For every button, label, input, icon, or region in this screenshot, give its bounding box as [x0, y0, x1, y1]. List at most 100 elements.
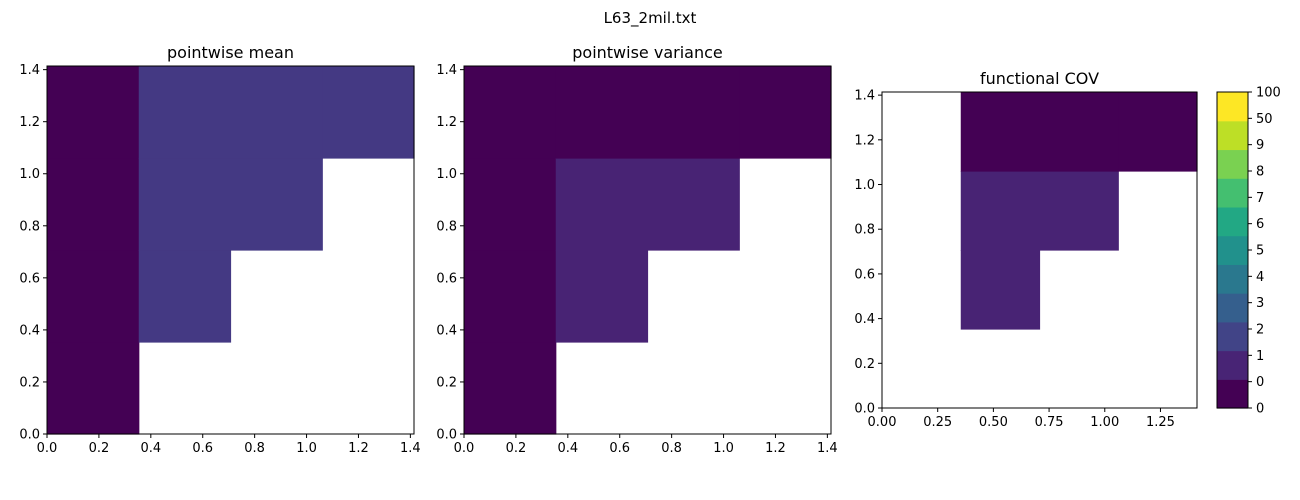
colorbar-segment: [1217, 235, 1248, 265]
heatmap-cell: [960, 171, 1041, 251]
x-tick-label: 1.0: [713, 441, 734, 456]
x-tick-label: 0.6: [609, 441, 630, 456]
colorbar-tick-label: 5: [1256, 244, 1264, 259]
panel-title: pointwise mean: [167, 43, 294, 62]
heatmap-cell: [555, 158, 649, 251]
colorbar-tick-label: 50: [1256, 112, 1273, 127]
y-tick-label: 0.0: [436, 428, 457, 443]
heatmap-cell: [138, 250, 232, 343]
heatmap-cell: [960, 92, 1041, 172]
x-tick-label: 0.2: [506, 441, 527, 456]
x-tick-label: 0.25: [923, 415, 952, 430]
panel-title: pointwise variance: [572, 43, 722, 62]
colorbar-segment: [1217, 264, 1248, 294]
x-tick-label: 1.2: [765, 441, 786, 456]
heatmap-cell: [555, 66, 649, 159]
heatmap-cell: [1039, 171, 1119, 251]
heatmap-cell: [47, 342, 140, 435]
colorbar-tick-label: 9: [1256, 138, 1264, 153]
y-tick-label: 0.6: [436, 271, 457, 286]
x-tick-label: 0.8: [661, 441, 682, 456]
colorbar-segment: [1217, 178, 1248, 208]
heatmap-cell: [47, 250, 140, 343]
y-tick-label: 1.2: [436, 115, 457, 130]
colorbar-tick-label: 1: [1256, 349, 1264, 364]
x-tick-label: 1.00: [1090, 415, 1119, 430]
x-tick-label: 0.75: [1035, 415, 1064, 430]
x-tick-label: 0.0: [37, 441, 58, 456]
colorbar-tick-label: 2: [1256, 323, 1264, 338]
panel-3: functional COV 0.00 0.25 0.50 0.75 1.00 1.25 0.…: [854, 69, 1198, 430]
colorbar-segment: [1217, 206, 1248, 237]
y-tick-label: 0.6: [19, 271, 40, 286]
x-tick-label: 0.2: [89, 441, 110, 456]
x-tick-label: 1.0: [296, 441, 317, 456]
heatmap-cell: [47, 158, 140, 251]
y-tick-label: 1.2: [854, 133, 875, 148]
colorbar-segment: [1217, 321, 1248, 352]
heatmap-cell: [647, 158, 740, 251]
y-tick-label: 0.8: [436, 219, 457, 234]
heatmap-cell: [138, 66, 232, 159]
axes-frame: [46, 65, 415, 435]
colorbar-tick-label: 4: [1256, 270, 1264, 285]
heatmap-cell: [960, 250, 1041, 330]
x-tick-label: 1.2: [348, 441, 369, 456]
colorbar-segment: [1217, 379, 1248, 409]
heatmap-cell: [47, 66, 140, 159]
axes-frame: [463, 65, 832, 435]
axes-frame: [881, 91, 1198, 409]
heatmap-cell: [555, 250, 649, 343]
x-tick-label: 0.4: [140, 441, 161, 456]
y-tick-label: 1.4: [854, 89, 875, 104]
colorbar-segment: [1217, 293, 1248, 323]
heatmap-cell: [464, 158, 557, 251]
y-tick-label: 0.4: [436, 323, 457, 338]
colorbar-tick-label: 3: [1256, 296, 1264, 311]
y-tick-label: 1.4: [19, 63, 40, 78]
heatmap-cell: [322, 66, 415, 159]
heatmap-cell: [1118, 92, 1198, 172]
y-tick-label: 0.2: [854, 357, 875, 372]
x-tick-label: 0.00: [868, 415, 897, 430]
heatmap-cell: [1039, 92, 1119, 172]
y-tick-label: 0.6: [854, 267, 875, 282]
heatmap-cell: [230, 66, 323, 159]
heatmap-cell: [230, 158, 323, 251]
x-tick-label: 0.6: [192, 441, 213, 456]
heatmap-cell: [464, 342, 557, 435]
heatmap-cell: [464, 250, 557, 343]
y-tick-label: 0.8: [854, 223, 875, 238]
x-tick-label: 0.0: [454, 441, 475, 456]
y-tick-label: 0.2: [19, 375, 40, 390]
y-tick-label: 1.4: [436, 63, 457, 78]
heatmap-cell: [464, 66, 557, 159]
panel-1: pointwise mean 0.0 0.2 0.4 0.6 0.8 1.0 1.2 1.4 0.…: [19, 43, 420, 456]
colorbar-tick-label: 6: [1256, 217, 1264, 232]
y-tick-label: 0.0: [19, 428, 40, 443]
x-tick-label: 1.4: [400, 441, 421, 456]
colorbar-segment: [1217, 120, 1248, 151]
y-tick-label: 0.8: [19, 219, 40, 234]
colorbar-tick-label: 0: [1256, 402, 1264, 417]
x-tick-label: 0.50: [979, 415, 1008, 430]
y-tick-label: 1.0: [436, 167, 457, 182]
colorbar-tick-label: 100: [1256, 86, 1281, 101]
figure-suptitle: L63_2mil.txt: [604, 9, 697, 28]
heatmap-cell: [138, 158, 232, 251]
x-tick-label: 0.4: [557, 441, 578, 456]
colorbar-segment: [1217, 92, 1248, 122]
y-tick-label: 1.2: [19, 115, 40, 130]
colorbar: 0 0 1 2 3 4 5 6 7 8 9 50 100: [1216, 86, 1281, 417]
y-tick-label: 0.4: [19, 323, 40, 338]
colorbar-segment: [1217, 149, 1248, 179]
panel-title: functional COV: [980, 69, 1099, 88]
x-tick-label: 0.8: [244, 441, 265, 456]
heatmap-cell: [739, 66, 832, 159]
heatmap-cell: [647, 66, 740, 159]
colorbar-tick-label: 0: [1256, 375, 1264, 390]
panel-2: pointwise variance 0.0 0.2 0.4 0.6 0.8 1.0 1.2 1…: [436, 43, 837, 456]
y-tick-label: 1.0: [19, 167, 40, 182]
y-tick-label: 0.2: [436, 375, 457, 390]
